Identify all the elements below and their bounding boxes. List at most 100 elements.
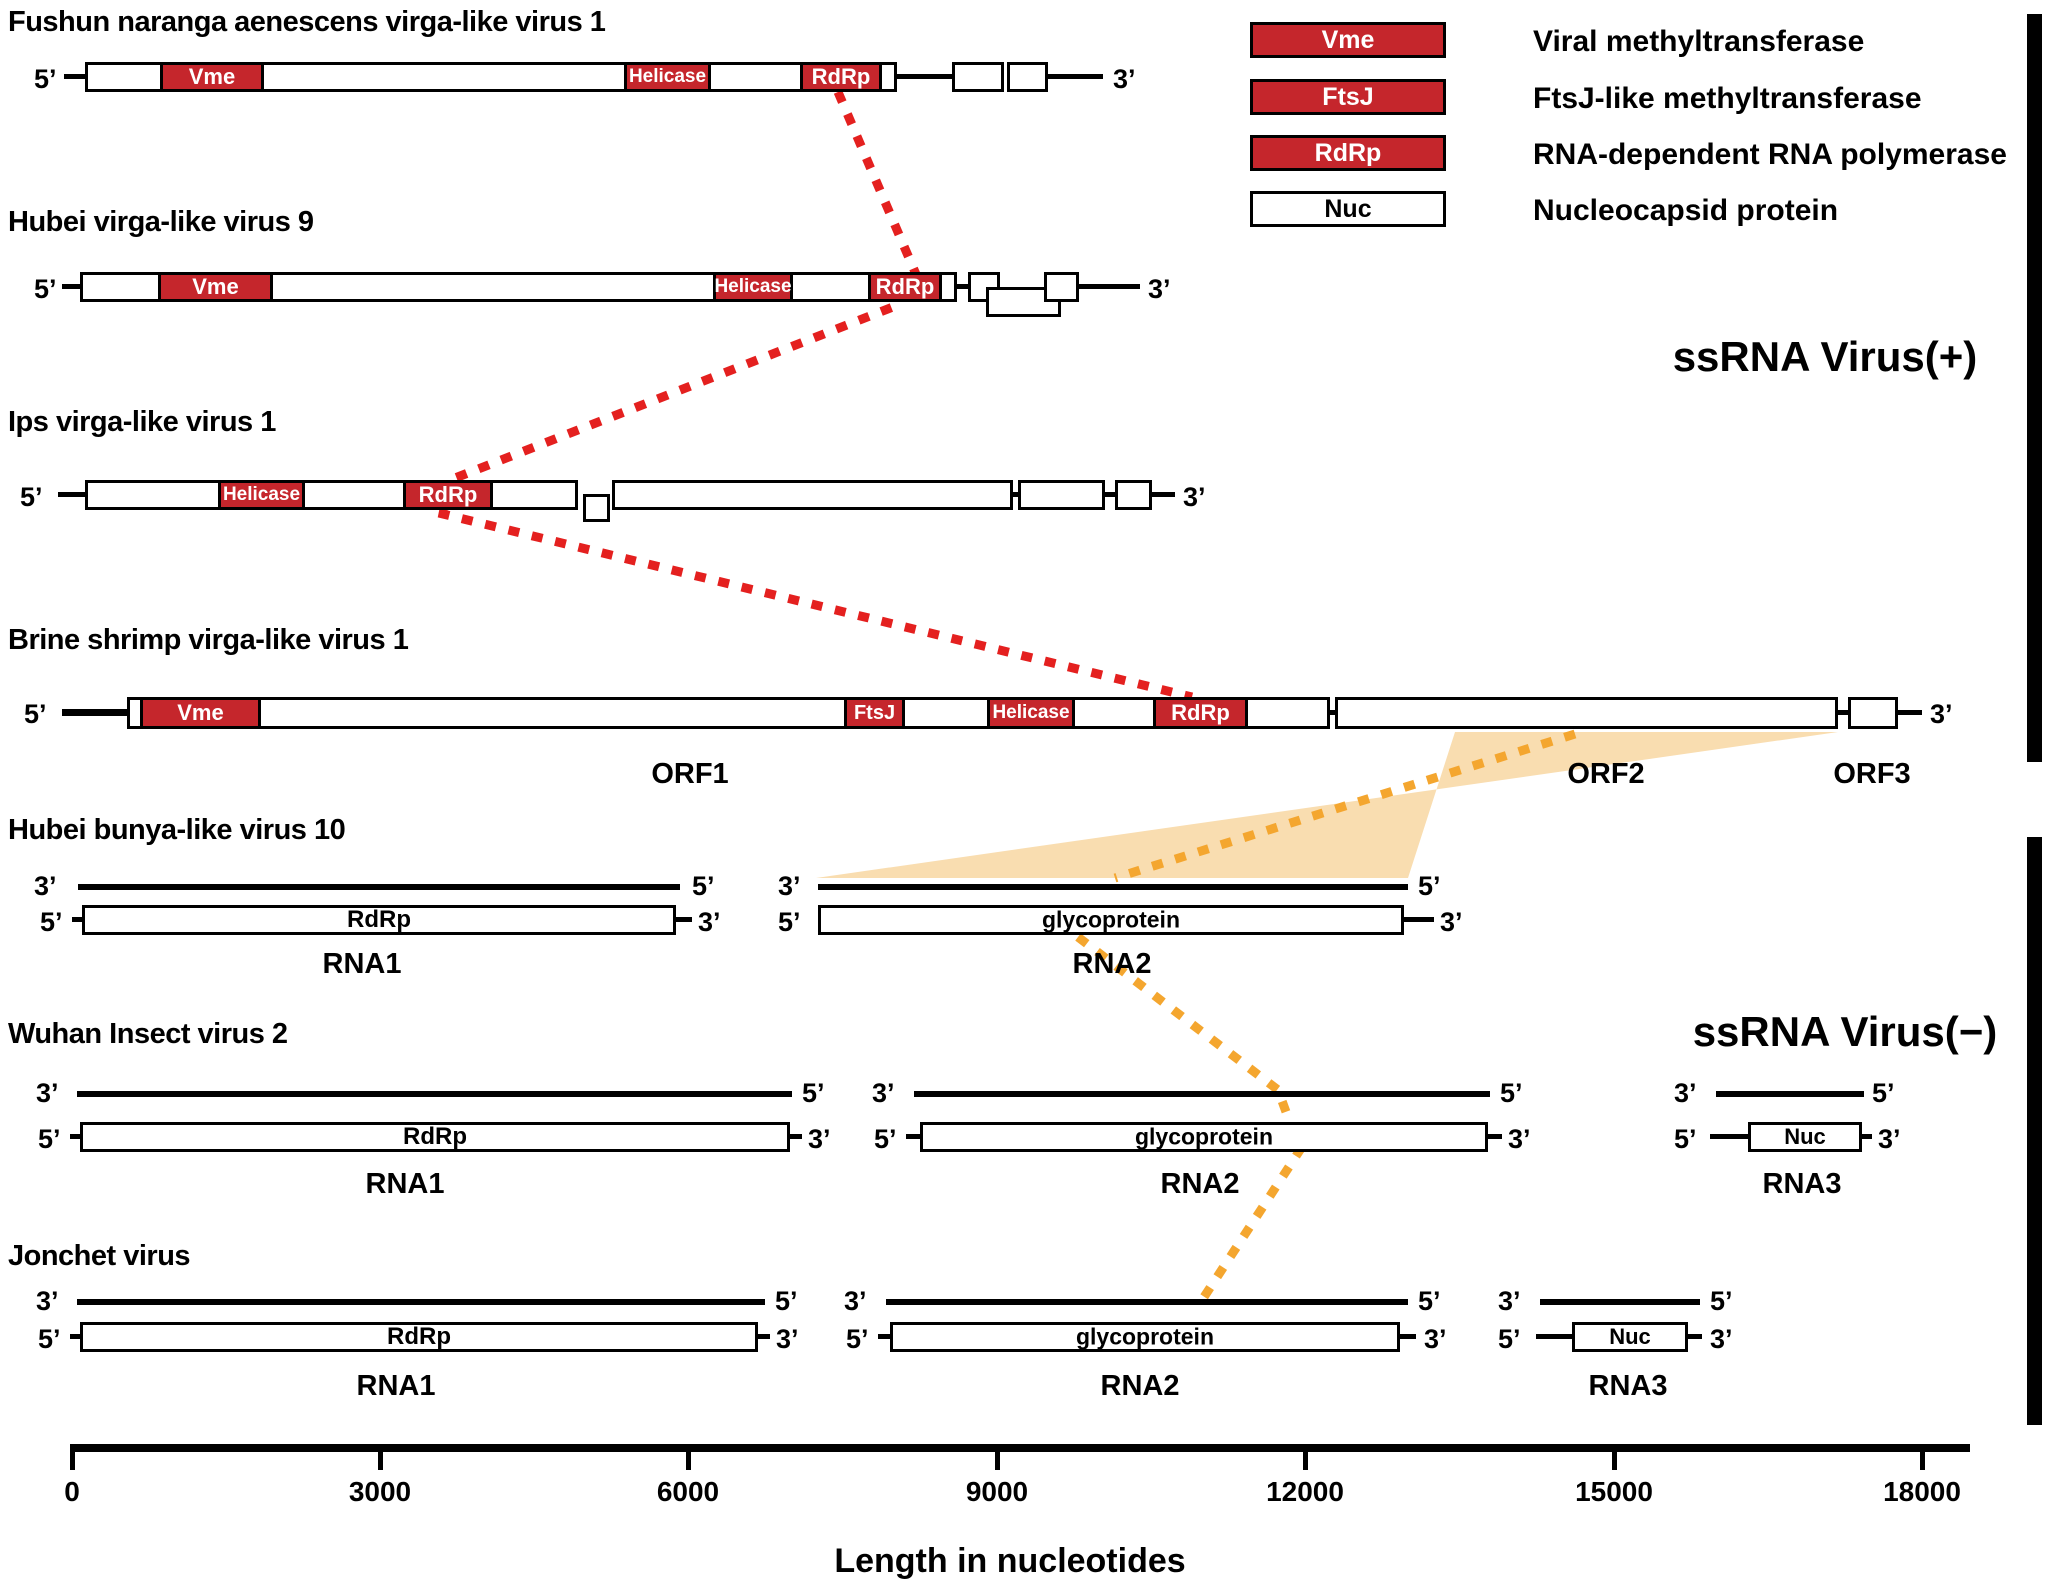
- genome-line: [1536, 1334, 1572, 1339]
- antigenome-line: [914, 1091, 1490, 1097]
- orf-label-glycoprotein: glycoprotein: [1075, 1323, 1214, 1350]
- virus-title-brine: Brine shrimp virga-like virus 1: [8, 624, 409, 656]
- genome-line: [70, 1134, 80, 1139]
- genome-line: [676, 917, 692, 922]
- genome-orf-brine-orf2: [1335, 697, 1838, 729]
- domain-ftsj: FtsJ: [844, 697, 905, 729]
- five-prime-label: 5’: [1674, 1124, 1697, 1154]
- genome-line: [1710, 1134, 1748, 1139]
- genome-line: [1048, 74, 1103, 79]
- domain-vme: Vme: [160, 62, 264, 92]
- axis-tick: [1920, 1452, 1925, 1470]
- five-prime-label: 5’: [775, 1286, 798, 1316]
- five-prime-label: 5’: [40, 907, 63, 937]
- genome-line: [1400, 1334, 1416, 1339]
- five-prime-label: 5’: [802, 1078, 825, 1108]
- domain-helicase: Helicase: [987, 697, 1075, 729]
- segment-label-orf1: ORF1: [651, 758, 729, 790]
- domain-label: Helicase: [714, 276, 792, 297]
- legend-swatch-rdrp: RdRp: [1250, 135, 1446, 171]
- domain-label: Vme: [177, 700, 224, 725]
- axis-tick-label: 15000: [1575, 1476, 1653, 1507]
- three-prime-label: 3’: [1710, 1324, 1733, 1354]
- axis-title: Length in nucleotides: [834, 1542, 1186, 1580]
- genome-orf-fushun-orf1: Vme Helicase RdRp: [85, 62, 897, 92]
- three-prime-label: 3’: [1674, 1078, 1697, 1108]
- virus-title-fushun: Fushun naranga aenescens virga-like viru…: [8, 6, 606, 38]
- orf-label-rdrp: RdRp: [403, 1123, 467, 1150]
- virus-title-ips: Ips virga-like virus 1: [8, 406, 276, 438]
- genome-line: [1152, 492, 1175, 497]
- five-prime-label: 5’: [20, 482, 43, 512]
- genome-line: [955, 284, 968, 289]
- three-prime-label: 3’: [808, 1124, 831, 1154]
- legend-swatch-label: FtsJ: [1322, 82, 1374, 111]
- domain-rdrp: RdRp: [1153, 697, 1248, 729]
- domain-label: Helicase: [628, 66, 707, 87]
- genome-line: [1105, 492, 1115, 497]
- domain-helicase: Helicase: [218, 480, 305, 510]
- five-prime-label: 5’: [1500, 1078, 1523, 1108]
- genome-line: [1862, 1134, 1872, 1139]
- genome-orf-brine-orf1: Vme FtsJ Helicase RdRp: [127, 697, 1330, 729]
- genome-line: [758, 1334, 770, 1339]
- five-prime-label: 5’: [38, 1124, 61, 1154]
- three-prime-label: 3’: [1498, 1286, 1521, 1316]
- genome-line: [906, 1134, 920, 1139]
- virus-title-wuhan: Wuhan Insect virus 2: [8, 1018, 288, 1050]
- genome-line: [878, 1334, 890, 1339]
- domain-label: RdRp: [1171, 700, 1230, 725]
- orf-label-nuc: Nuc: [1609, 1324, 1651, 1349]
- domain-label: Helicase: [222, 484, 301, 505]
- antigenome-line: [886, 1299, 1408, 1305]
- legend-swatch-label: Nuc: [1324, 194, 1372, 223]
- five-prime-label: 5’: [34, 274, 57, 304]
- axis-tick: [70, 1452, 75, 1470]
- genome-orf-brine-orf3: [1848, 697, 1898, 729]
- legend-swatch-label: Vme: [1321, 25, 1375, 54]
- legend-swatch-ftsj: FtsJ: [1250, 79, 1446, 115]
- five-prime-label: 5’: [778, 907, 801, 937]
- genome-line: [895, 74, 952, 79]
- orf-label-glycoprotein: glycoprotein: [1041, 906, 1180, 933]
- five-prime-label: 5’: [846, 1324, 869, 1354]
- three-prime-label: 3’: [36, 1078, 59, 1108]
- genome-orf-ips-orf3: [1018, 480, 1105, 510]
- group-label-ssrna-positive: ssRNA Virus(+): [1672, 333, 1978, 380]
- genome-line: [790, 1134, 802, 1139]
- genome-line: [1404, 917, 1434, 922]
- domain-vme: Vme: [158, 272, 273, 302]
- segment-label-rna2: RNA2: [1100, 1370, 1180, 1402]
- axis-tick: [1303, 1452, 1308, 1470]
- segment-label-orf2: ORF2: [1567, 758, 1645, 790]
- orf-label-glycoprotein: glycoprotein: [1134, 1123, 1273, 1150]
- axis-tick-label: 3000: [348, 1476, 412, 1507]
- segment-label-rna1: RNA1: [356, 1370, 436, 1402]
- domain-label: Vme: [188, 64, 236, 89]
- genome-line: [1011, 492, 1020, 497]
- genome-orf-bunya-rna2: glycoprotein: [818, 905, 1404, 935]
- axis-line: [70, 1444, 1970, 1452]
- five-prime-label: 5’: [1418, 871, 1441, 901]
- five-prime-label: 5’: [38, 1324, 61, 1354]
- legend-desc-rdrp: RNA-dependent RNA polymerase: [1533, 138, 2007, 171]
- domain-label: Helicase: [992, 702, 1070, 723]
- domain-rdrp: RdRp: [403, 480, 493, 510]
- genome-line: [58, 492, 85, 497]
- genome-orf-wuhan-rna3: Nuc: [1748, 1122, 1862, 1152]
- segment-label-rna2: RNA2: [1072, 948, 1152, 980]
- domain-label: RdRp: [875, 274, 935, 299]
- genome-orf-fushun-sub2: [1007, 62, 1048, 92]
- orange-homology-band: [816, 732, 1838, 878]
- genome-line: [1488, 1134, 1502, 1139]
- five-prime-label: 5’: [1872, 1078, 1895, 1108]
- domain-rdrp: RdRp: [800, 62, 882, 92]
- domain-vme: Vme: [140, 697, 261, 729]
- domain-helicase: Helicase: [624, 62, 711, 92]
- five-prime-label: 5’: [874, 1124, 897, 1154]
- virus-title-jonchet: Jonchet virus: [8, 1240, 191, 1272]
- legend-desc-nuc: Nucleocapsid protein: [1533, 194, 1839, 227]
- domain-label: FtsJ: [853, 701, 896, 724]
